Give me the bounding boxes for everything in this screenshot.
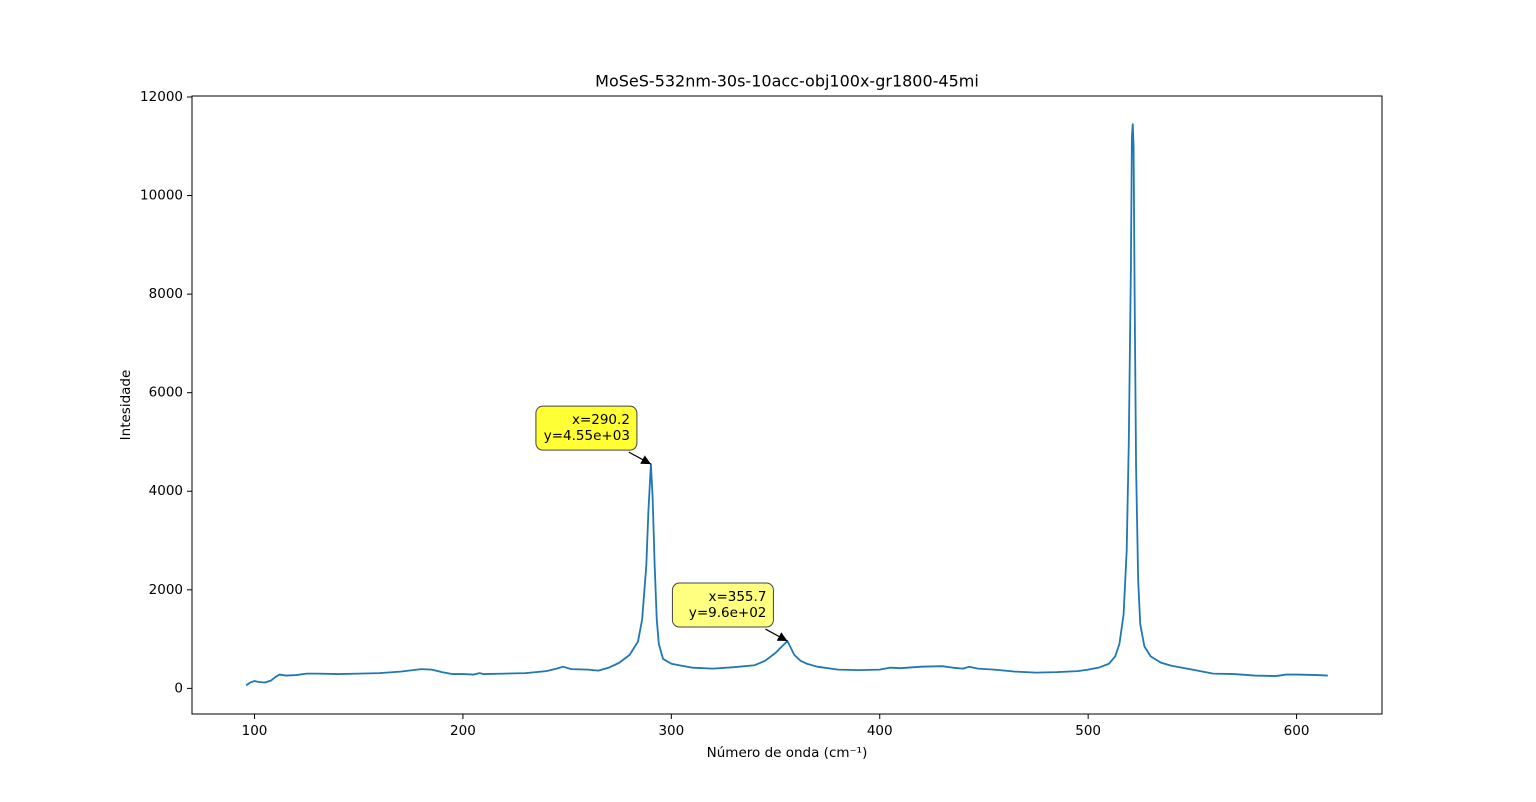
x-tick-label: 500 bbox=[1075, 723, 1101, 739]
y-tick-label: 10000 bbox=[140, 188, 183, 204]
annotation-text: y=4.55e+03 bbox=[544, 428, 630, 444]
annotation-box bbox=[535, 405, 638, 451]
annotation-text: y=9.6e+02 bbox=[689, 605, 767, 621]
annotation-arrow bbox=[765, 628, 788, 642]
data-line bbox=[245, 123, 1328, 687]
y-tick-label: 4000 bbox=[149, 483, 183, 499]
y-tick-label: 12000 bbox=[140, 89, 183, 105]
chart-title: MoSeS-532nm-30s-10acc-obj100x-gr1800-45m… bbox=[595, 72, 979, 91]
y-tick-label: 2000 bbox=[149, 582, 183, 598]
x-tick-label: 200 bbox=[450, 723, 476, 739]
y-tick-label: 0 bbox=[174, 680, 183, 696]
x-tick-label: 100 bbox=[242, 723, 268, 739]
annotation-box bbox=[671, 582, 774, 628]
annotation-text: x=355.7 bbox=[708, 589, 766, 605]
plot-frame bbox=[191, 95, 1383, 715]
x-tick-label: 300 bbox=[658, 723, 684, 739]
y-tick-label: 8000 bbox=[149, 286, 183, 302]
y-tick-label: 6000 bbox=[149, 385, 183, 401]
annotation-arrow bbox=[628, 451, 652, 465]
annotation-text: x=290.2 bbox=[572, 412, 630, 428]
y-axis-label: Intesidade bbox=[118, 370, 134, 441]
x-tick-label: 400 bbox=[867, 723, 893, 739]
x-axis-label: Número de onda (cm⁻¹) bbox=[707, 745, 868, 761]
x-tick-label: 600 bbox=[1284, 723, 1310, 739]
